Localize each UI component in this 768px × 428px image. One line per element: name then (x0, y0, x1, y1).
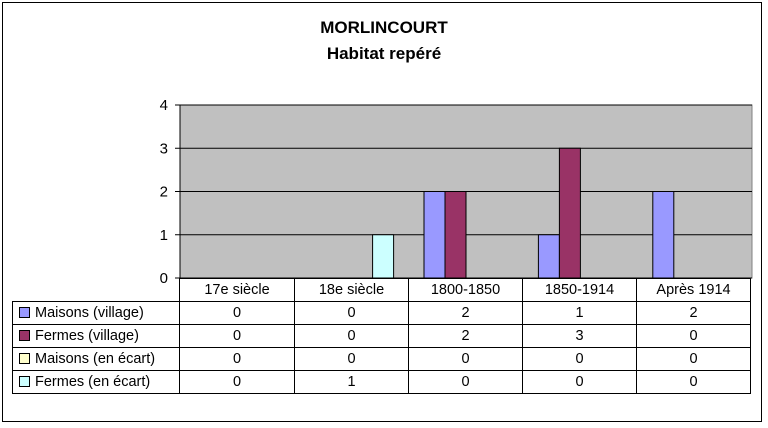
table-cell: 2 (408, 324, 523, 348)
table-cell: 0 (179, 347, 295, 371)
table-cell: 2 (408, 301, 523, 325)
table-cell: 0 (408, 347, 523, 371)
series-name: Fermes (village) (35, 328, 139, 344)
table-cell: 0 (522, 370, 637, 394)
table-header-row: 17e siècle 18e siècle 1800-1850 1850-191… (12, 278, 751, 302)
bar (558, 147, 581, 279)
legend-swatch (19, 353, 30, 364)
bar (537, 234, 560, 279)
y-tick-label: 3 (160, 140, 168, 157)
table-row: Fermes (en écart) 0 1 0 0 0 (12, 370, 751, 394)
category-label: 1800-1850 (408, 278, 523, 302)
table-row: Fermes (village) 0 0 2 3 0 (12, 324, 751, 348)
bar (423, 191, 446, 279)
series-name: Maisons (village) (35, 305, 144, 321)
category-label: Après 1914 (636, 278, 751, 302)
table-cell: 0 (408, 370, 523, 394)
table-cell: 0 (636, 347, 751, 371)
table-cell: 1 (522, 301, 637, 325)
table-cell: 0 (179, 324, 295, 348)
chart-title: MORLINCOURT (320, 18, 448, 37)
bar (372, 234, 395, 279)
table-cell: 0 (179, 301, 295, 325)
chart-subtitle: Habitat repéré (326, 44, 442, 63)
category-label: 17e siècle (179, 278, 295, 302)
legend-swatch (19, 307, 30, 318)
series-legend-cell: Maisons (en écart) (12, 347, 180, 371)
table-corner (12, 278, 180, 302)
y-tick-label: 2 (160, 184, 168, 201)
series-name: Maisons (en écart) (35, 351, 156, 367)
table-row: Maisons (village) 0 0 2 1 2 (12, 301, 751, 325)
table-cell: 0 (294, 347, 409, 371)
table-row: Maisons (en écart) 0 0 0 0 0 (12, 347, 751, 371)
y-tick-label: 1 (160, 227, 168, 244)
table-cell: 0 (179, 370, 295, 394)
table-cell: 1 (294, 370, 409, 394)
data-table: 17e siècle 18e siècle 1800-1850 1850-191… (12, 278, 751, 394)
series-legend-cell: Fermes (en écart) (12, 370, 180, 394)
series-name: Fermes (en écart) (35, 374, 151, 390)
y-tick-label: 4 (160, 97, 168, 114)
table-cell: 0 (636, 370, 751, 394)
bar (444, 191, 467, 279)
table-cell: 0 (636, 324, 751, 348)
legend-swatch (19, 330, 30, 341)
bar (652, 191, 675, 279)
legend-swatch (19, 376, 30, 387)
table-cell: 0 (294, 301, 409, 325)
series-legend-cell: Maisons (village) (12, 301, 180, 325)
table-cell: 3 (522, 324, 637, 348)
category-label: 18e siècle (294, 278, 409, 302)
table-cell: 0 (522, 347, 637, 371)
series-legend-cell: Fermes (village) (12, 324, 180, 348)
table-cell: 2 (636, 301, 751, 325)
table-cell: 0 (294, 324, 409, 348)
category-label: 1850-1914 (522, 278, 637, 302)
